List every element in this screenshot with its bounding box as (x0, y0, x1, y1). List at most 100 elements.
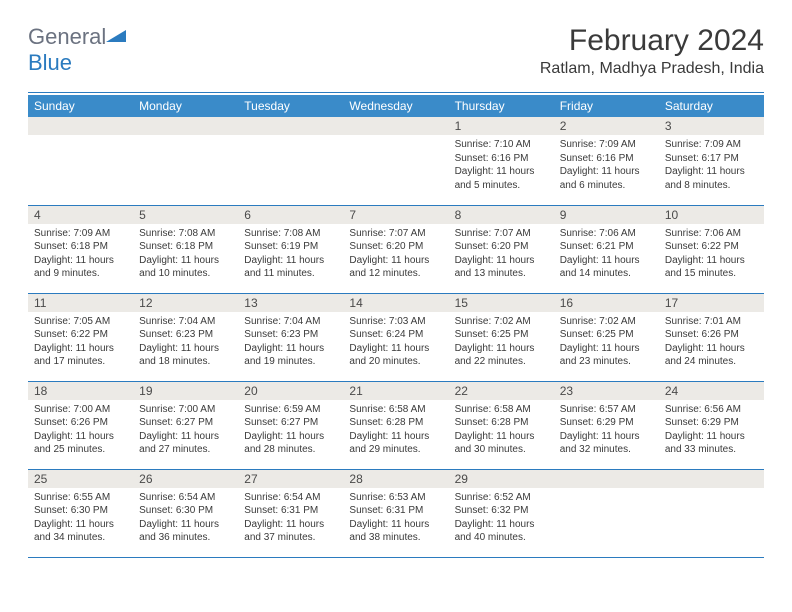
sunset-line: Sunset: 6:19 PM (244, 240, 337, 254)
day-cell: 0 (554, 469, 659, 557)
day-number: 15 (449, 294, 554, 312)
daylight-line: Daylight: 11 hours and 5 minutes. (455, 165, 548, 192)
day-number: 23 (554, 382, 659, 400)
sunrise-line: Sunrise: 7:10 AM (455, 138, 548, 152)
daylight-line: Daylight: 11 hours and 17 minutes. (34, 342, 127, 369)
sunset-line: Sunset: 6:26 PM (665, 328, 758, 342)
day-cell: 15Sunrise: 7:02 AMSunset: 6:25 PMDayligh… (449, 293, 554, 381)
weekday-row: SundayMondayTuesdayWednesdayThursdayFrid… (28, 95, 764, 117)
day-cell: 9Sunrise: 7:06 AMSunset: 6:21 PMDaylight… (554, 205, 659, 293)
day-data: Sunrise: 6:57 AMSunset: 6:29 PMDaylight:… (554, 400, 659, 461)
daylight-line: Daylight: 11 hours and 13 minutes. (455, 254, 548, 281)
day-number: 11 (28, 294, 133, 312)
day-cell: 10Sunrise: 7:06 AMSunset: 6:22 PMDayligh… (659, 205, 764, 293)
week-row: 25Sunrise: 6:55 AMSunset: 6:30 PMDayligh… (28, 469, 764, 557)
day-number: 28 (343, 470, 448, 488)
day-number: 18 (28, 382, 133, 400)
sunrise-line: Sunrise: 7:07 AM (349, 227, 442, 241)
day-number: 8 (449, 206, 554, 224)
sunrise-line: Sunrise: 6:54 AM (244, 491, 337, 505)
sunset-line: Sunset: 6:23 PM (139, 328, 232, 342)
sunrise-line: Sunrise: 7:01 AM (665, 315, 758, 329)
day-data: Sunrise: 7:04 AMSunset: 6:23 PMDaylight:… (238, 312, 343, 373)
sunset-line: Sunset: 6:16 PM (455, 152, 548, 166)
day-cell: 25Sunrise: 6:55 AMSunset: 6:30 PMDayligh… (28, 469, 133, 557)
calendar-body: 00001Sunrise: 7:10 AMSunset: 6:16 PMDayl… (28, 117, 764, 557)
day-data: Sunrise: 7:00 AMSunset: 6:26 PMDaylight:… (28, 400, 133, 461)
header-rule (28, 92, 764, 93)
week-row: 00001Sunrise: 7:10 AMSunset: 6:16 PMDayl… (28, 117, 764, 205)
day-number: 5 (133, 206, 238, 224)
day-number: 12 (133, 294, 238, 312)
day-cell: 11Sunrise: 7:05 AMSunset: 6:22 PMDayligh… (28, 293, 133, 381)
sunset-line: Sunset: 6:28 PM (455, 416, 548, 430)
day-data: Sunrise: 7:06 AMSunset: 6:21 PMDaylight:… (554, 224, 659, 285)
day-data: Sunrise: 7:08 AMSunset: 6:18 PMDaylight:… (133, 224, 238, 285)
daylight-line: Daylight: 11 hours and 22 minutes. (455, 342, 548, 369)
day-number: 24 (659, 382, 764, 400)
day-cell: 18Sunrise: 7:00 AMSunset: 6:26 PMDayligh… (28, 381, 133, 469)
sunrise-line: Sunrise: 6:58 AM (455, 403, 548, 417)
sunset-line: Sunset: 6:20 PM (455, 240, 548, 254)
day-cell: 0 (133, 117, 238, 205)
sunrise-line: Sunrise: 6:54 AM (139, 491, 232, 505)
sunrise-line: Sunrise: 6:57 AM (560, 403, 653, 417)
day-data: Sunrise: 7:01 AMSunset: 6:26 PMDaylight:… (659, 312, 764, 373)
day-data: Sunrise: 6:55 AMSunset: 6:30 PMDaylight:… (28, 488, 133, 549)
sunset-line: Sunset: 6:23 PM (244, 328, 337, 342)
day-cell: 28Sunrise: 6:53 AMSunset: 6:31 PMDayligh… (343, 469, 448, 557)
sunset-line: Sunset: 6:32 PM (455, 504, 548, 518)
title-block: February 2024 Ratlam, Madhya Pradesh, In… (540, 24, 764, 78)
day-data: Sunrise: 7:04 AMSunset: 6:23 PMDaylight:… (133, 312, 238, 373)
daylight-line: Daylight: 11 hours and 34 minutes. (34, 518, 127, 545)
day-number: 20 (238, 382, 343, 400)
sunset-line: Sunset: 6:17 PM (665, 152, 758, 166)
daylight-line: Daylight: 11 hours and 8 minutes. (665, 165, 758, 192)
day-number: 6 (238, 206, 343, 224)
weekday-header: Thursday (449, 95, 554, 117)
sunset-line: Sunset: 6:25 PM (560, 328, 653, 342)
daylight-line: Daylight: 11 hours and 14 minutes. (560, 254, 653, 281)
day-data: Sunrise: 6:54 AMSunset: 6:31 PMDaylight:… (238, 488, 343, 549)
weekday-header: Sunday (28, 95, 133, 117)
sunrise-line: Sunrise: 7:07 AM (455, 227, 548, 241)
day-cell: 23Sunrise: 6:57 AMSunset: 6:29 PMDayligh… (554, 381, 659, 469)
header: General Blue February 2024 Ratlam, Madhy… (28, 24, 764, 78)
sunset-line: Sunset: 6:16 PM (560, 152, 653, 166)
sunrise-line: Sunrise: 6:56 AM (665, 403, 758, 417)
day-cell: 17Sunrise: 7:01 AMSunset: 6:26 PMDayligh… (659, 293, 764, 381)
sunset-line: Sunset: 6:28 PM (349, 416, 442, 430)
day-cell: 0 (28, 117, 133, 205)
day-cell: 16Sunrise: 7:02 AMSunset: 6:25 PMDayligh… (554, 293, 659, 381)
day-cell: 21Sunrise: 6:58 AMSunset: 6:28 PMDayligh… (343, 381, 448, 469)
daylight-line: Daylight: 11 hours and 36 minutes. (139, 518, 232, 545)
daylight-line: Daylight: 11 hours and 9 minutes. (34, 254, 127, 281)
sunset-line: Sunset: 6:31 PM (244, 504, 337, 518)
weekday-header: Monday (133, 95, 238, 117)
sunrise-line: Sunrise: 6:52 AM (455, 491, 548, 505)
daylight-line: Daylight: 11 hours and 19 minutes. (244, 342, 337, 369)
day-data: Sunrise: 7:09 AMSunset: 6:17 PMDaylight:… (659, 135, 764, 196)
sunrise-line: Sunrise: 7:00 AM (34, 403, 127, 417)
sunset-line: Sunset: 6:29 PM (560, 416, 653, 430)
sunrise-line: Sunrise: 6:58 AM (349, 403, 442, 417)
logo: General Blue (28, 24, 126, 76)
day-data: Sunrise: 6:58 AMSunset: 6:28 PMDaylight:… (343, 400, 448, 461)
day-number: 10 (659, 206, 764, 224)
day-data: Sunrise: 7:05 AMSunset: 6:22 PMDaylight:… (28, 312, 133, 373)
day-cell: 2Sunrise: 7:09 AMSunset: 6:16 PMDaylight… (554, 117, 659, 205)
day-cell: 6Sunrise: 7:08 AMSunset: 6:19 PMDaylight… (238, 205, 343, 293)
day-data: Sunrise: 7:02 AMSunset: 6:25 PMDaylight:… (554, 312, 659, 373)
day-cell: 0 (659, 469, 764, 557)
sunrise-line: Sunrise: 7:04 AM (244, 315, 337, 329)
sunset-line: Sunset: 6:22 PM (665, 240, 758, 254)
day-data: Sunrise: 6:53 AMSunset: 6:31 PMDaylight:… (343, 488, 448, 549)
daylight-line: Daylight: 11 hours and 40 minutes. (455, 518, 548, 545)
sunset-line: Sunset: 6:31 PM (349, 504, 442, 518)
day-cell: 13Sunrise: 7:04 AMSunset: 6:23 PMDayligh… (238, 293, 343, 381)
day-number: 2 (554, 117, 659, 135)
sunrise-line: Sunrise: 7:06 AM (560, 227, 653, 241)
sunset-line: Sunset: 6:27 PM (139, 416, 232, 430)
day-data: Sunrise: 7:06 AMSunset: 6:22 PMDaylight:… (659, 224, 764, 285)
logo-triangle-icon (106, 30, 126, 44)
